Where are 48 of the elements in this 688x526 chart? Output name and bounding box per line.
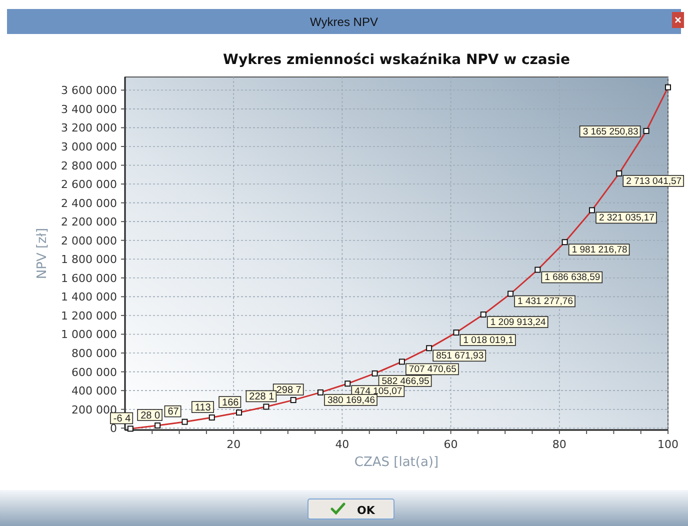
data-label: 474 105,07 xyxy=(354,386,402,398)
data-label: 851 671,93 xyxy=(436,350,484,362)
y-tick-label: 2 400 000 xyxy=(61,196,117,210)
y-tick-label: 3 400 000 xyxy=(61,102,117,116)
data-label: 1 431 277,76 xyxy=(518,296,574,308)
data-label: 1 018 019,1 xyxy=(463,334,514,346)
chart-title: Wykres zmienności wskaźnika NPV w czasie xyxy=(223,52,570,68)
y-tick-label: 0 xyxy=(110,422,117,436)
y-tick-label: 3 000 000 xyxy=(61,140,117,154)
y-tick-label: 2 000 000 xyxy=(61,234,117,248)
x-tick-label: 60 xyxy=(444,438,458,451)
x-tick-label: 100 xyxy=(658,438,678,451)
y-axis-title: NPV [zł] xyxy=(35,228,50,280)
data-label: 2 713 041,57 xyxy=(626,176,682,187)
y-tick-label: 400 000 xyxy=(72,384,117,398)
data-label: 582 466,95 xyxy=(382,376,430,387)
data-label: 3 165 250,83 xyxy=(582,126,638,138)
annotation: 228 1 xyxy=(249,392,275,403)
text: Wykres NPV xyxy=(310,15,378,29)
annotation: 298 7 xyxy=(276,384,302,396)
y-tick-label: 1 200 000 xyxy=(61,309,117,322)
y-tick-label: 1 600 000 xyxy=(61,272,117,285)
y-tick-label: 1 000 000 xyxy=(61,328,117,342)
annotation: 28 0 xyxy=(140,410,160,422)
y-tick-label: 3 200 000 xyxy=(61,122,117,135)
y-tick-label: 2 600 000 xyxy=(61,178,117,192)
text: OK xyxy=(357,504,376,517)
annotation: 166 xyxy=(222,397,240,408)
x-tick-label: 20 xyxy=(226,438,241,451)
y-tick-label: 800 000 xyxy=(72,347,117,360)
x-tick-label: 80 xyxy=(552,438,566,451)
x-axis-title: CZAS [lat(a)] xyxy=(354,455,439,470)
data-label: 2 321 035,17 xyxy=(598,212,654,224)
y-tick-label: 3 600 000 xyxy=(61,84,117,98)
data-label: 1 686 638,59 xyxy=(544,272,600,284)
data-label: 1 981 216,78 xyxy=(572,244,628,256)
annotation: 113 xyxy=(194,402,212,414)
data-label: 380 169,46 xyxy=(327,394,376,406)
y-tick-label: 2 200 000 xyxy=(61,216,117,229)
data-label: 1 209 913,24 xyxy=(490,316,546,328)
y-tick-label: 2 800 000 xyxy=(61,159,117,172)
annotation: 67 xyxy=(168,406,180,418)
y-tick-label: 1 800 000 xyxy=(61,253,117,266)
data-label: 707 470,65 xyxy=(408,364,456,376)
x-tick-label: 40 xyxy=(335,438,350,451)
y-tick-label: 1 400 000 xyxy=(61,290,117,304)
annotation: -6 4 xyxy=(113,414,132,425)
y-tick-label: 600 000 xyxy=(72,366,117,379)
